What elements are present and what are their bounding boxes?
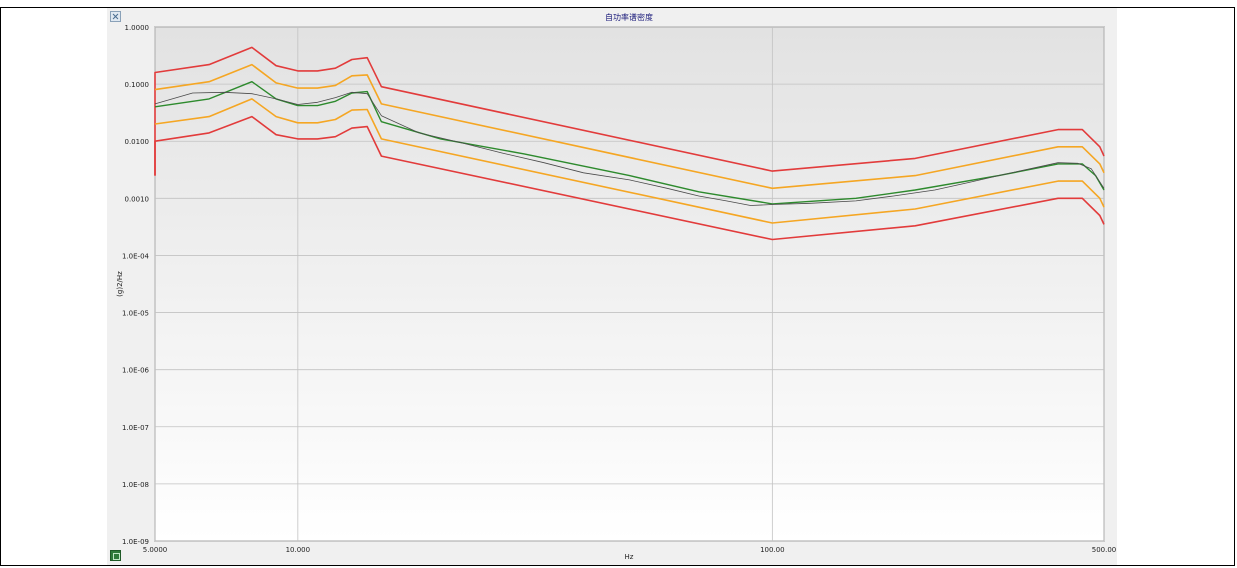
x-tick-label: 10.000 — [286, 546, 311, 554]
chart-title: 自功率谱密度 — [605, 12, 653, 22]
series-group — [154, 46, 1105, 241]
series-line-5 — [154, 80, 1105, 205]
y-tick-label: 1.0E-06 — [122, 367, 150, 375]
series-line-2 — [154, 63, 1105, 190]
y-axis-label: (g)2/Hz — [116, 271, 124, 297]
y-tick-label: 0.0010 — [125, 195, 150, 203]
y-tick-label: 1.0E-08 — [122, 481, 149, 489]
x-tick-label: 100.00 — [760, 546, 785, 554]
y-tick-label: 1.0E-04 — [122, 252, 150, 260]
outer-frame — [0, 7, 1235, 566]
y-tick-label: 1.0E-09 — [122, 538, 149, 546]
series-line-3 — [154, 98, 1105, 224]
y-ticks: 1.0000 0.1000 0.0100 0.0010 1.0E-04 1.0E-05 1.… — [122, 24, 150, 546]
toolbar-icon[interactable] — [110, 11, 121, 22]
x-ticks: 5.0000 10.000 100.00 500.00 — [143, 546, 1117, 554]
grid-toggle-icon[interactable] — [110, 550, 121, 561]
x-axis-label: Hz — [625, 553, 634, 561]
y-tick-label: 1.0E-07 — [122, 424, 149, 432]
series-line-1 — [154, 46, 1105, 176]
series-line-6 — [154, 91, 1105, 206]
y-tick-label: 1.0E-05 — [122, 310, 149, 318]
series-line-4 — [154, 115, 1105, 241]
y-tick-label: 1.0000 — [125, 24, 150, 32]
y-tick-label: 0.0100 — [125, 138, 150, 146]
x-tick-label: 5.0000 — [143, 546, 168, 554]
y-tick-label: 0.1000 — [125, 81, 150, 89]
x-tick-label: 500.00 — [1092, 546, 1117, 554]
grid-lines — [154, 26, 1105, 542]
